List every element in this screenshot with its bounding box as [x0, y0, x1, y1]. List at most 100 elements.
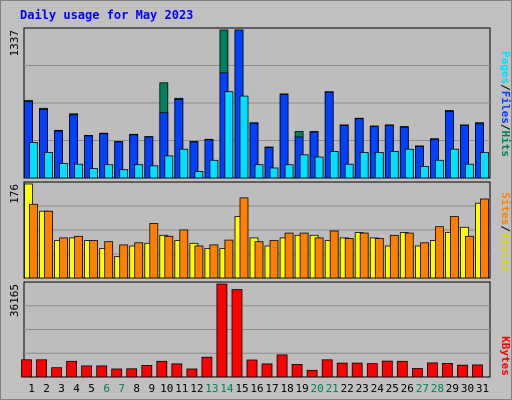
x-tick-label-27: 27	[416, 382, 429, 395]
x-tick-label-25: 25	[386, 382, 399, 395]
bar-sites-day-4	[74, 235, 83, 279]
bar-pages-day-9	[149, 165, 159, 179]
bar-sites-day-13	[209, 244, 219, 279]
bar-sites-day-7	[119, 244, 129, 279]
x-tick-label-31: 31	[476, 382, 489, 395]
legend-sep-2: /	[499, 124, 512, 131]
x-tick-label-1: 1	[28, 382, 35, 395]
bar-sites-day-23	[359, 232, 369, 279]
x-tick-label-13: 13	[205, 382, 218, 395]
bar-sites-day-17	[269, 240, 279, 279]
bar-kbytes-day-8	[126, 368, 138, 378]
bar-files-day-1	[24, 101, 33, 179]
bar-files-day-9	[144, 136, 154, 179]
bar-pages-day-14	[224, 91, 234, 179]
bar-pages-day-1	[29, 142, 38, 179]
bar-files-day-12	[189, 141, 199, 179]
bar-sites-day-10	[164, 235, 174, 279]
bar-pages-day-26	[404, 148, 414, 179]
bar-kbytes-day-27	[411, 368, 423, 378]
bar-kbytes-day-18	[276, 354, 288, 378]
bar-files-day-30	[460, 125, 469, 179]
bar-sites-day-27	[419, 242, 429, 279]
bar-pages-day-12	[194, 170, 204, 179]
x-tick-label-10: 10	[160, 382, 173, 395]
bar-pages-day-22	[344, 163, 354, 179]
bar-kbytes-day-23	[351, 362, 363, 378]
bar-pages-day-5	[89, 168, 98, 179]
bar-sites-day-30	[465, 235, 474, 279]
bar-pages-day-29	[449, 148, 459, 179]
bar-pages-day-10	[164, 155, 174, 179]
legend-sites-visits: Sites/Visits	[499, 192, 512, 272]
bar-kbytes-day-10	[156, 360, 168, 378]
legend-visits: Visits	[499, 232, 512, 272]
bar-files-day-2	[39, 109, 48, 179]
x-tick-label-16: 16	[250, 382, 263, 395]
ymax-label-sites-visits: 176	[8, 184, 21, 204]
bar-pages-day-17	[269, 167, 279, 179]
ymax-label-hits-files-pages: 1337	[8, 30, 21, 57]
bar-kbytes-day-9	[141, 364, 153, 378]
legend-sep-1: /	[499, 84, 512, 91]
bar-pages-day-15	[239, 95, 249, 179]
x-tick-label-23: 23	[356, 382, 369, 395]
panel-sites-visits: 176	[8, 181, 491, 279]
bar-sites-day-5	[89, 240, 98, 279]
x-tick-label-15: 15	[235, 382, 248, 395]
bar-files-day-21	[324, 91, 334, 179]
bar-kbytes-day-14	[216, 283, 228, 378]
x-tick-label-29: 29	[446, 382, 459, 395]
bar-kbytes-day-16	[246, 359, 258, 378]
bar-kbytes-day-21	[321, 359, 333, 378]
bar-sites-day-15	[239, 197, 249, 279]
x-tick-label-30: 30	[461, 382, 474, 395]
ymax-label-kbytes: 36165	[8, 284, 21, 317]
bar-kbytes-day-19	[291, 363, 303, 378]
bar-pages-day-19	[299, 154, 309, 179]
bar-pages-day-23	[359, 152, 369, 179]
bar-sites-day-24	[374, 238, 384, 279]
x-tick-label-26: 26	[401, 382, 414, 395]
bar-files-day-22	[339, 125, 349, 179]
bar-sites-day-16	[254, 241, 264, 279]
bar-kbytes-day-29	[441, 362, 453, 378]
legend-hits: Hits	[499, 131, 512, 158]
bar-kbytes-day-28	[426, 362, 438, 378]
bar-sites-day-3	[59, 237, 68, 279]
bar-sites-day-8	[134, 242, 144, 279]
bar-files-day-5	[84, 135, 93, 179]
x-tick-label-20: 20	[310, 382, 323, 395]
bar-sites-day-12	[194, 245, 204, 279]
bar-sites-day-19	[299, 232, 309, 279]
legend-sites: Sites	[499, 192, 512, 225]
bar-kbytes-day-15	[231, 289, 243, 378]
bar-kbytes-day-2	[36, 359, 47, 378]
bar-kbytes-day-24	[366, 363, 378, 378]
bar-kbytes-day-17	[261, 363, 273, 378]
bar-sites-day-25	[389, 234, 399, 279]
bar-files-day-13	[204, 139, 214, 179]
bar-kbytes-day-4	[66, 360, 77, 378]
bar-pages-day-2	[44, 152, 53, 179]
bar-pages-day-20	[314, 156, 324, 179]
bar-sites-day-1	[29, 203, 38, 279]
bar-files-day-23	[354, 118, 364, 179]
bar-kbytes-day-25	[381, 360, 393, 378]
bar-pages-day-6	[104, 164, 114, 179]
x-tick-label-18: 18	[280, 382, 293, 395]
bar-sites-day-9	[149, 223, 159, 279]
x-tick-label-21: 21	[326, 382, 339, 395]
bar-sites-day-18	[284, 232, 294, 279]
bar-files-day-28	[429, 138, 439, 179]
bar-kbytes-day-6	[96, 365, 108, 378]
bar-files-day-3	[54, 130, 63, 179]
bar-sites-day-6	[104, 241, 114, 279]
bar-pages-day-3	[59, 163, 68, 179]
bar-files-day-29	[444, 111, 454, 179]
bar-pages-day-16	[254, 164, 264, 179]
bar-files-day-7	[114, 141, 124, 179]
legend-sep-3: /	[499, 225, 512, 232]
x-tick-label-3: 3	[58, 382, 65, 395]
